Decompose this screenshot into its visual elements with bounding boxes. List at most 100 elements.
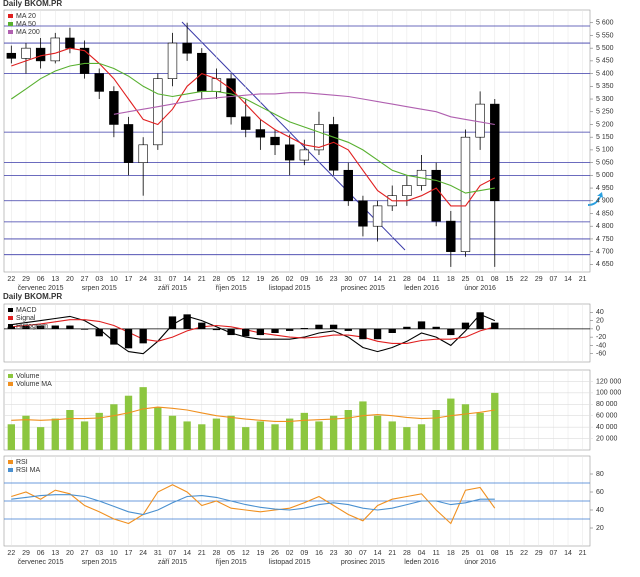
x-tick-label: 22 (520, 276, 528, 283)
candle-body (372, 205, 383, 227)
month-label: listopad 2015 (269, 285, 311, 292)
candle-body (123, 124, 134, 163)
legend-label: Signal (16, 315, 36, 322)
x-tick-label: 07 (169, 276, 177, 283)
x-tick-label: 05 (227, 276, 235, 283)
y-tick-label: 60 (596, 489, 604, 496)
x-tick-label: 23 (330, 276, 338, 283)
x-tick-label: 28 (213, 550, 221, 557)
y-tick-label: 5 000 (596, 172, 614, 179)
x-tick-label: 19 (256, 276, 264, 283)
x-tick-label: 13 (51, 550, 59, 557)
legend-swatch (8, 468, 13, 472)
legend-swatch (8, 460, 13, 464)
panel-frame (3, 9, 591, 273)
x-tick-label: 26 (271, 550, 279, 557)
x-tick-label: 07 (169, 550, 177, 557)
month-label: prosinec 2015 (341, 285, 385, 292)
y-tick-label: 4 950 (596, 185, 614, 192)
y-tick-label: 5 100 (596, 147, 614, 154)
candle-body (50, 37, 60, 62)
line-series (11, 484, 496, 525)
y-tick-label: 5 350 (596, 83, 614, 90)
candle-body (182, 42, 192, 54)
line-series (10, 62, 495, 194)
x-tick-label: 14 (564, 550, 572, 557)
bar (359, 401, 367, 450)
candle-body (35, 47, 46, 62)
x-tick-label: 21 (198, 276, 206, 283)
bar (300, 328, 308, 329)
bar (7, 424, 15, 450)
x-tick-label: 30 (344, 276, 352, 283)
x-tick-label: 31 (154, 550, 162, 557)
x-tick-label: 25 (462, 550, 470, 557)
bar (491, 392, 499, 450)
x-tick-label: 22 (7, 550, 15, 557)
bar (373, 415, 382, 450)
bar (154, 407, 162, 450)
month-label: srpen 2015 (82, 285, 117, 292)
y-tick-label: -20 (596, 334, 606, 341)
trend-line (181, 21, 406, 251)
bar (183, 421, 191, 450)
x-tick-label: 01 (476, 550, 484, 557)
bar (80, 421, 89, 450)
y-tick-label: 5 300 (596, 96, 614, 103)
legend-label: MA 200 (16, 29, 40, 36)
legend-label: MA 50 (16, 21, 36, 28)
panel-frame (3, 369, 591, 451)
candle-body (109, 91, 119, 125)
month-label: prosinec 2015 (341, 559, 385, 566)
x-tick-label: 07 (359, 276, 367, 283)
line-series (11, 313, 496, 355)
y-tick-label: 80 000 (596, 401, 618, 408)
bar (227, 415, 235, 450)
candle-body (138, 144, 148, 163)
x-tick-label: 28 (403, 550, 411, 557)
x-tick-label: 03 (95, 276, 103, 283)
candle-body (94, 73, 104, 92)
x-tick-label: 29 (22, 276, 30, 283)
month-label: červenec 2015 (18, 559, 64, 566)
bar (388, 421, 396, 450)
line-series (113, 92, 495, 126)
month-label: leden 2016 (404, 559, 439, 566)
x-tick-label: 14 (564, 276, 572, 283)
x-tick-label: 04 (418, 550, 426, 557)
candle-body (490, 103, 500, 202)
x-tick-label: 18 (447, 550, 455, 557)
x-tick-label: 06 (37, 276, 45, 283)
bar (461, 404, 470, 450)
bar (66, 325, 74, 329)
candle-body (167, 42, 178, 79)
bar (403, 427, 411, 450)
candle-body (314, 124, 324, 151)
x-tick-label: 30 (344, 550, 352, 557)
x-tick-label: 07 (549, 276, 557, 283)
legend-label: RSI MA (16, 467, 40, 474)
bar (139, 328, 147, 344)
bar (22, 415, 30, 450)
candle-body (431, 169, 441, 222)
bar (432, 326, 440, 329)
month-label: listopad 2015 (269, 559, 311, 566)
legend-swatch (8, 382, 13, 386)
y-tick-label: 4 800 (596, 223, 614, 230)
x-tick-label: 03 (95, 550, 103, 557)
x-tick-label: 08 (491, 276, 499, 283)
x-tick-label: 16 (315, 276, 323, 283)
x-tick-label: 21 (198, 550, 206, 557)
y-tick-label: 40 (596, 507, 604, 514)
bar (51, 418, 59, 450)
bar (344, 328, 352, 331)
legend-swatch (8, 14, 13, 18)
candle-body (358, 200, 368, 227)
x-tick-label: 23 (330, 550, 338, 557)
x-tick-label: 14 (374, 276, 382, 283)
x-tick-label: 26 (271, 276, 279, 283)
candle-body (475, 103, 485, 138)
legend-swatch (8, 22, 13, 26)
x-tick-label: 02 (286, 276, 294, 283)
